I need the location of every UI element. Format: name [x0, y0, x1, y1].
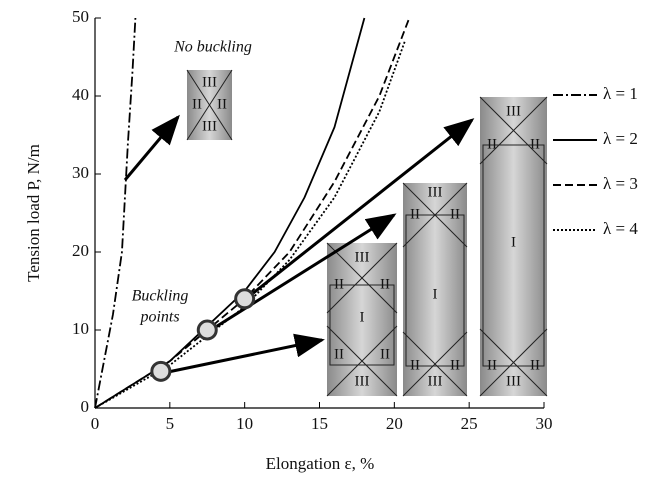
y-tick-label: 30	[72, 163, 89, 182]
inset-label: III	[202, 118, 217, 134]
chart: Elongation ε, % Tension load P, N/m No b…	[0, 0, 662, 477]
inset-label: I	[511, 234, 516, 250]
inset-label: III	[428, 373, 443, 389]
y-tick-label: 50	[72, 7, 89, 26]
buckling-point	[152, 362, 170, 380]
x-axis-label: Elongation ε, %	[266, 454, 375, 473]
inset-label: II	[450, 357, 460, 373]
buckling-point	[236, 290, 254, 308]
x-tick-label: 25	[461, 414, 478, 433]
inset-label: III	[506, 103, 521, 119]
inset-label: II	[380, 346, 390, 362]
inset-label: II	[530, 136, 540, 152]
inset-label: II	[487, 136, 497, 152]
inset-label: III	[428, 184, 443, 200]
annotation: No buckling	[173, 39, 252, 56]
legend-label: λ = 2	[603, 129, 638, 148]
inset-label: II	[334, 276, 344, 292]
arrow	[125, 117, 178, 180]
annotation: points	[139, 309, 179, 326]
arrow	[168, 340, 322, 372]
buckling-point	[198, 321, 216, 339]
inset-label: II	[410, 206, 420, 222]
inset-label: III	[355, 373, 370, 389]
inset-label: II	[410, 357, 420, 373]
inset-label: III	[202, 74, 217, 90]
inset-label: II	[450, 206, 460, 222]
x-tick-label: 0	[91, 414, 100, 433]
inset-label: III	[355, 249, 370, 265]
legend-label: λ = 4	[603, 219, 638, 238]
inset-label: I	[433, 286, 438, 302]
y-tick-label: 20	[72, 241, 89, 260]
x-tick-label: 5	[166, 414, 175, 433]
y-tick-label: 40	[72, 85, 89, 104]
y-tick-label: 10	[72, 319, 89, 338]
x-tick-label: 30	[536, 414, 553, 433]
inset-label: II	[530, 357, 540, 373]
inset-label: II	[487, 357, 497, 373]
series-line	[95, 18, 135, 408]
inset-label: II	[192, 96, 202, 112]
inset-label: I	[360, 309, 365, 325]
annotation: Buckling	[132, 288, 189, 305]
x-tick-label: 20	[386, 414, 403, 433]
inset-label: II	[380, 276, 390, 292]
x-tick-label: 10	[236, 414, 253, 433]
y-tick-label: 0	[81, 397, 90, 416]
y-axis-label: Tension load P, N/m	[24, 144, 43, 282]
inset-label: II	[217, 96, 227, 112]
x-tick-label: 15	[311, 414, 328, 433]
inset-label: II	[334, 346, 344, 362]
inset-label: III	[506, 373, 521, 389]
legend-label: λ = 3	[603, 174, 638, 193]
legend-label: λ = 1	[603, 84, 638, 103]
